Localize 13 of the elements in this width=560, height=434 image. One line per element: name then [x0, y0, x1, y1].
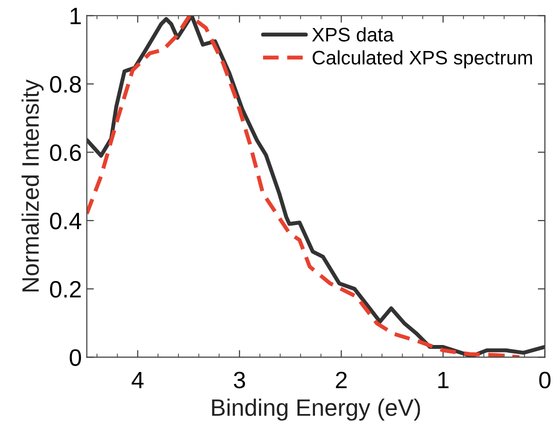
y-tick-label: 0.2: [50, 280, 81, 298]
x-tick-label: 0: [539, 372, 551, 388]
y-axis-title: Normalized Intensity: [22, 79, 44, 292]
y-tick-label: 0.8: [50, 76, 81, 93]
x-tick-label: 4: [132, 372, 144, 388]
x-tick-label: 2: [336, 372, 347, 388]
x-axis-title: Binding Energy (eV): [212, 398, 420, 421]
y-tick-label: 0.6: [50, 144, 81, 162]
y-tick-label: 0: [70, 349, 82, 366]
x-tick-label: 1: [438, 372, 448, 388]
x-tick-label: 3: [234, 372, 246, 388]
y-tick-label: 0.4: [50, 212, 82, 230]
y-tick-label: 1: [70, 8, 81, 24]
